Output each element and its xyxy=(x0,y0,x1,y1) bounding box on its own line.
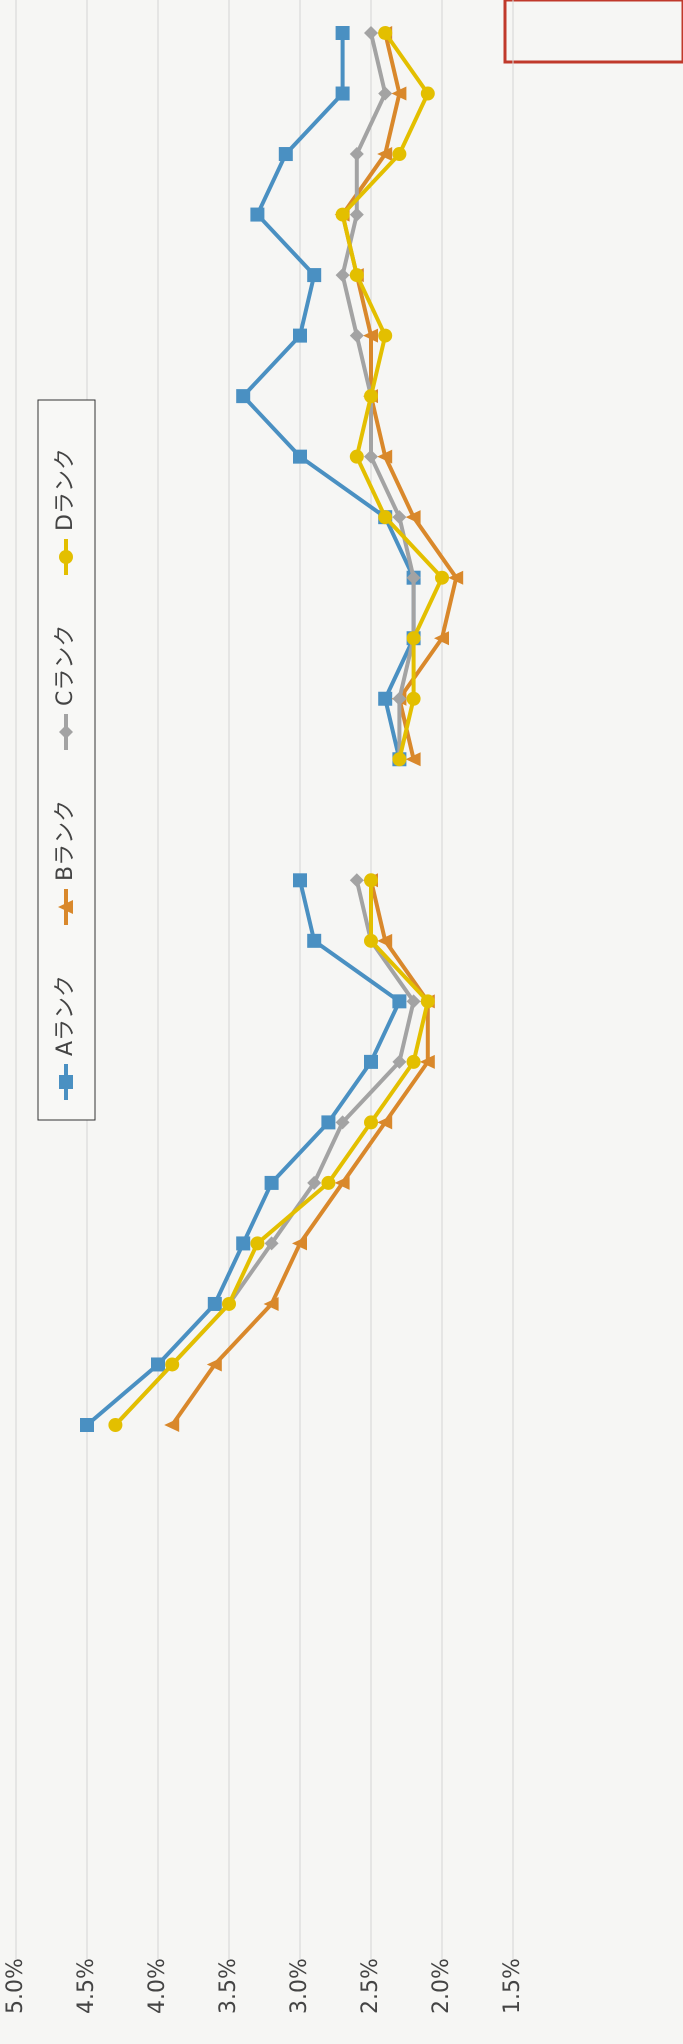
marker xyxy=(392,147,407,162)
y-tick-label: 3.5% xyxy=(216,1958,241,2014)
marker xyxy=(321,1175,336,1190)
marker xyxy=(378,691,393,706)
legend-marker xyxy=(59,725,73,739)
plot: 1.5% 2.0% 2.5% 3.0% 3.5% 4.0% 4.5% 5.0% Aランク Bランク… xyxy=(3,0,525,2014)
marker xyxy=(349,268,364,283)
marker xyxy=(377,147,393,162)
marker xyxy=(236,1236,251,1251)
marker xyxy=(392,994,407,1009)
marker xyxy=(435,570,449,585)
marker xyxy=(392,752,407,767)
marker xyxy=(406,691,421,706)
legend-marker xyxy=(58,900,73,914)
marker xyxy=(364,26,378,40)
legend-box xyxy=(37,399,96,1121)
series-line xyxy=(85,33,416,1427)
marker xyxy=(419,1054,435,1069)
marker xyxy=(406,570,421,585)
marker xyxy=(364,1115,378,1130)
legend-label: Dランク xyxy=(53,448,78,531)
marker xyxy=(406,631,421,646)
y-tick-label: 5.0% xyxy=(3,1958,28,2014)
marker xyxy=(406,1054,421,1069)
marker xyxy=(448,570,464,585)
marker-box xyxy=(503,0,683,64)
marker xyxy=(405,510,421,525)
marker xyxy=(335,268,350,283)
marker xyxy=(420,86,435,101)
marker xyxy=(349,328,364,343)
marker xyxy=(206,1357,222,1372)
y-tick-label: 2.0% xyxy=(429,1958,454,2014)
marker xyxy=(293,328,307,343)
marker xyxy=(293,873,307,888)
legend-marker xyxy=(59,1075,73,1089)
marker xyxy=(364,873,378,888)
marker xyxy=(378,86,393,101)
series-line xyxy=(170,32,459,1427)
marker xyxy=(349,873,364,888)
marker xyxy=(307,268,322,283)
marker xyxy=(207,1296,222,1311)
marker xyxy=(349,449,364,464)
marker xyxy=(335,26,350,40)
marker xyxy=(278,147,293,162)
marker xyxy=(378,510,393,525)
legend-label: Cランク xyxy=(53,625,78,706)
marker xyxy=(364,1054,378,1069)
marker xyxy=(263,1296,279,1311)
marker xyxy=(165,1357,180,1372)
marker xyxy=(420,994,435,1009)
marker xyxy=(335,207,350,222)
marker xyxy=(377,449,393,464)
marker xyxy=(151,1357,165,1372)
marker xyxy=(335,86,350,101)
marker xyxy=(222,1296,236,1311)
marker xyxy=(307,933,322,948)
marker xyxy=(377,1115,393,1130)
marker xyxy=(236,389,251,404)
marker xyxy=(364,449,378,464)
marker xyxy=(80,1418,94,1432)
marker xyxy=(264,1175,279,1190)
y-tick-label: 3.0% xyxy=(287,1958,312,2014)
y-tick-label: 4.5% xyxy=(74,1958,99,2014)
series-line xyxy=(113,32,416,1427)
marker xyxy=(250,207,265,222)
marker xyxy=(321,1115,336,1130)
marker xyxy=(334,1175,350,1190)
y-tick-label: 2.5% xyxy=(358,1958,383,2014)
y-tick-label: 4.0% xyxy=(145,1958,170,2014)
marker xyxy=(108,1418,123,1432)
marker xyxy=(349,147,364,162)
marker xyxy=(406,994,421,1009)
y-tick-label: 1.5% xyxy=(500,1958,525,2014)
marker xyxy=(377,933,393,948)
marker xyxy=(378,328,393,343)
marker xyxy=(363,328,378,343)
marker xyxy=(434,631,449,646)
marker xyxy=(392,691,407,706)
marker xyxy=(164,1418,180,1432)
marker xyxy=(364,389,378,404)
marker xyxy=(293,449,307,464)
marker xyxy=(250,1236,265,1251)
marker xyxy=(292,1236,307,1251)
marker xyxy=(378,26,393,40)
legend-marker xyxy=(59,550,73,564)
marker xyxy=(349,207,364,222)
marker xyxy=(392,510,407,525)
marker xyxy=(364,933,378,948)
marker xyxy=(391,86,407,101)
legend-label: Bランク xyxy=(53,800,78,881)
marker xyxy=(405,752,421,767)
legend-label: Aランク xyxy=(53,975,78,1056)
